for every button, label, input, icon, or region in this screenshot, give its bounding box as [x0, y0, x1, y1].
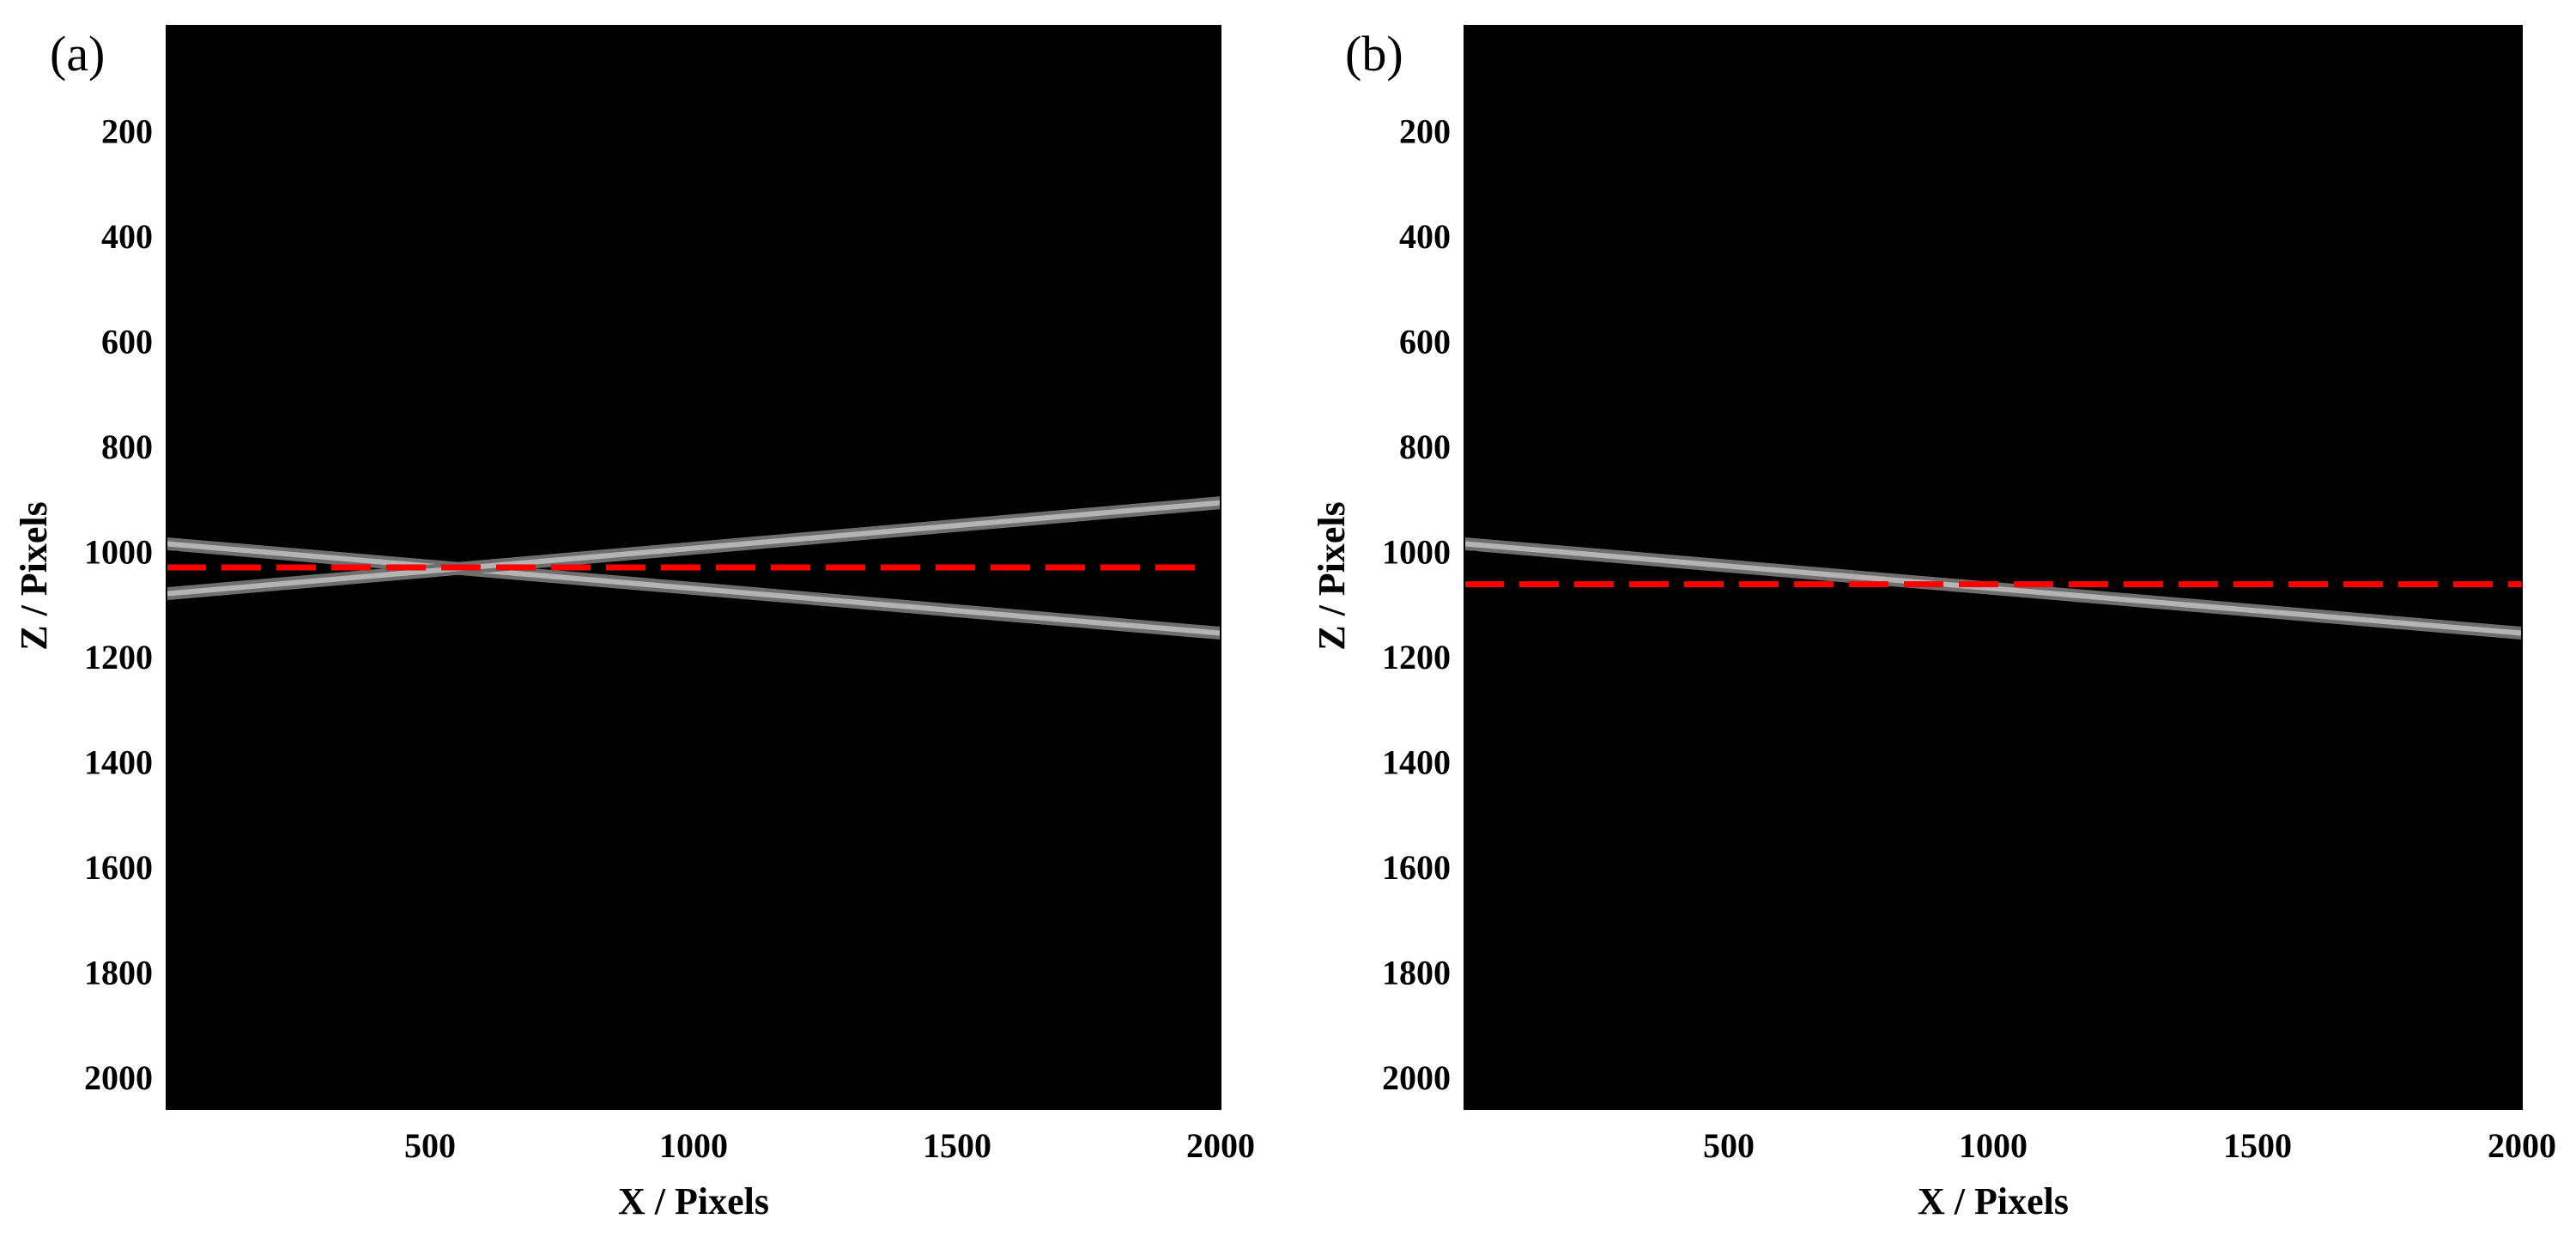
y-tick-label: 400 [1399, 217, 1451, 256]
x-tick-label: 1000 [1959, 1126, 2027, 1165]
y-tick-label: 600 [1399, 323, 1451, 361]
y-tick-label: 1600 [84, 848, 153, 887]
y-tick-label: 200 [1399, 112, 1451, 151]
y-axis-title: Z / Pixels [13, 501, 55, 651]
y-tick-label: 600 [101, 323, 153, 361]
beam-line [166, 541, 1221, 636]
panel-label: (b) [1345, 26, 1403, 82]
y-tick-label: 1200 [84, 638, 153, 676]
y-tick-label: 1200 [1382, 638, 1451, 676]
y-tick-label: 1400 [84, 743, 153, 782]
panel-label: (a) [50, 26, 105, 82]
x-tick-label: 2000 [2488, 1126, 2556, 1165]
beam-line [1464, 541, 2523, 636]
y-tick-label: 1000 [1382, 533, 1451, 572]
x-tick-label: 1500 [2223, 1126, 2292, 1165]
y-axis-title: Z / Pixels [1311, 501, 1353, 651]
y-tick-label: 1800 [84, 954, 153, 992]
y-tick-label: 400 [101, 217, 153, 256]
x-tick-label: 500 [1703, 1126, 1755, 1165]
beam-line [166, 500, 1221, 597]
y-tick-label: 1600 [1382, 848, 1451, 887]
y-tick-label: 200 [101, 112, 153, 151]
y-tick-label: 800 [1399, 427, 1451, 466]
y-tick-label: 1400 [1382, 743, 1451, 782]
plot-area [1464, 26, 2522, 1109]
x-tick-label: 1000 [659, 1126, 728, 1165]
x-tick-label: 500 [404, 1126, 456, 1165]
y-tick-label: 2000 [84, 1058, 153, 1097]
y-tick-label: 800 [101, 427, 153, 466]
y-tick-label: 1800 [1382, 954, 1451, 992]
x-tick-label: 2000 [1186, 1126, 1255, 1165]
x-axis-title: X / Pixels [618, 1180, 769, 1222]
x-tick-label: 1500 [923, 1126, 991, 1165]
x-axis-title: X / Pixels [1918, 1180, 2069, 1222]
y-tick-label: 2000 [1382, 1058, 1451, 1097]
y-tick-label: 1000 [84, 533, 153, 572]
